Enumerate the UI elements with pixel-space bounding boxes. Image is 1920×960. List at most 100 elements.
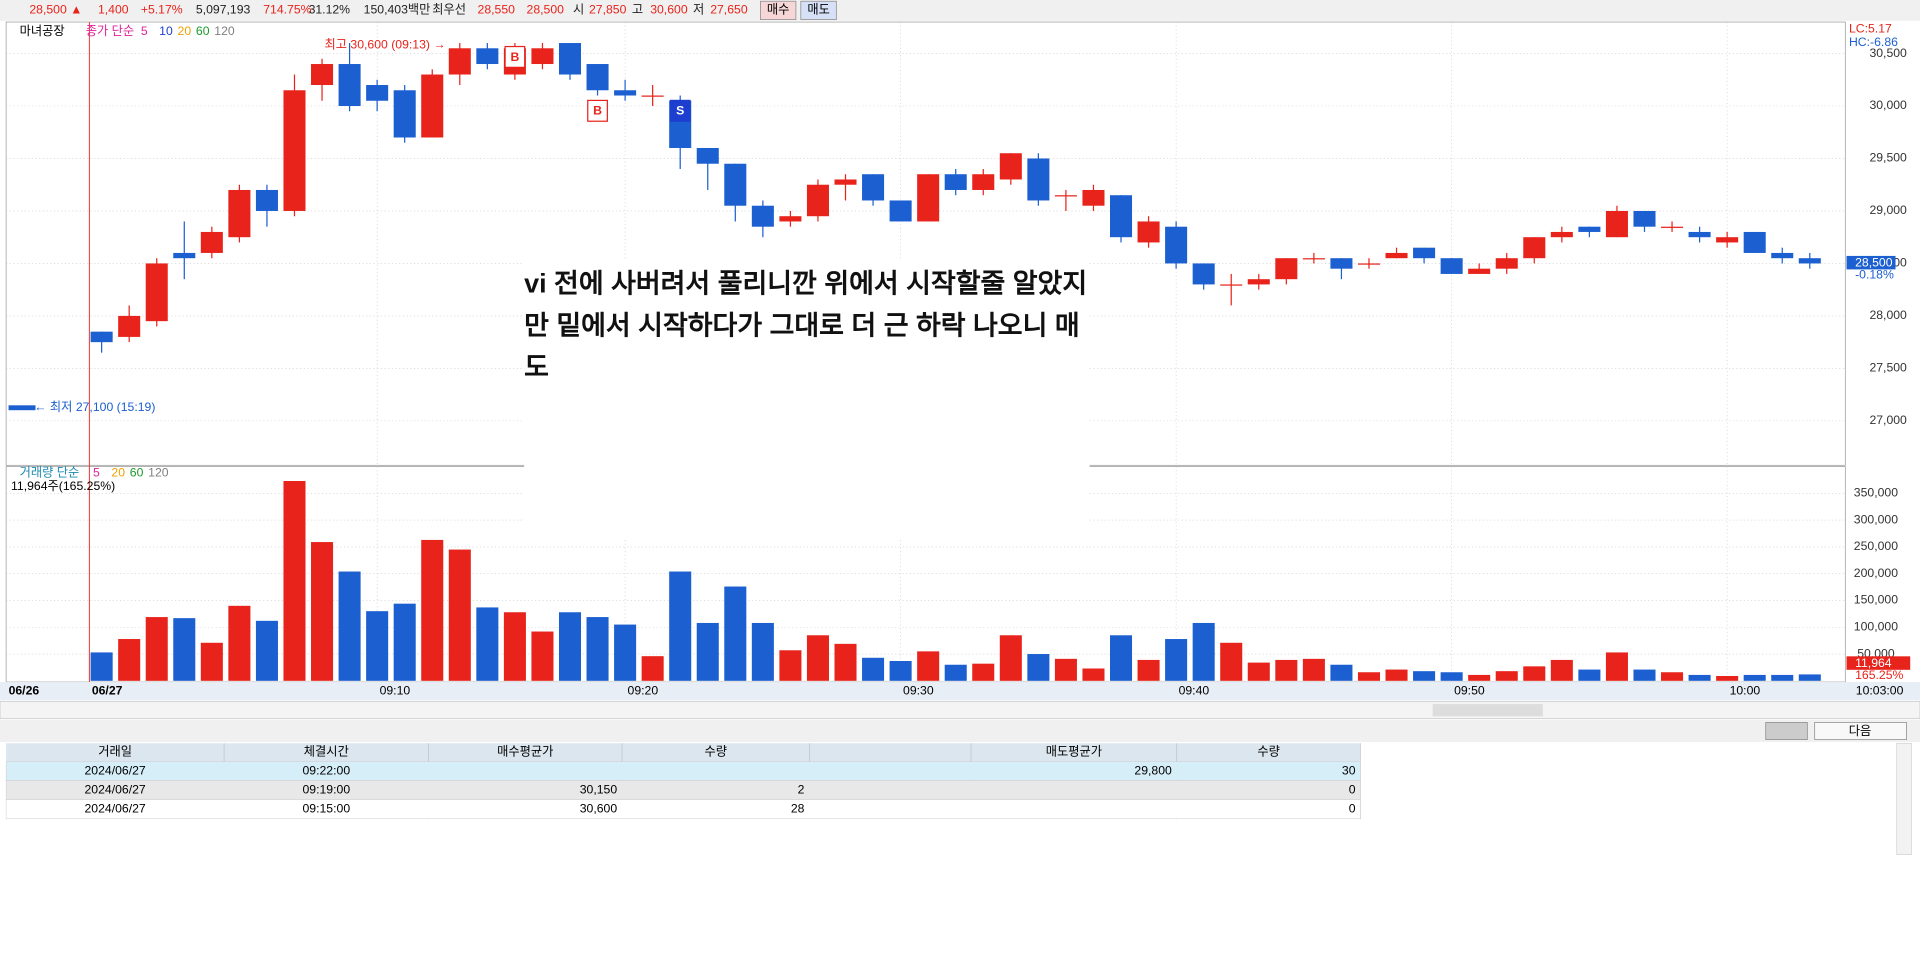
volume-bar [751,622,774,681]
sell-button[interactable] [800,0,837,20]
volume-bar [972,663,995,681]
candle-body [1330,258,1353,269]
table-cell: 2024/06/27 [84,764,145,778]
next-button[interactable] [1814,722,1907,740]
candle-body [421,74,444,138]
table-header: 체결시간 [304,745,349,759]
y-tick-label: 29,500 [1869,151,1907,165]
scrollbar[interactable] [0,701,1920,720]
x-tick-label: 10:00 [1730,683,1761,697]
volume-bar [1578,669,1601,681]
buy-button[interactable] [760,0,797,20]
table-cell: 09:19:00 [303,783,351,797]
ma-period: 60 [196,24,210,38]
volume-bar [476,607,499,681]
candle-body [1385,252,1408,259]
day-label: 06/26 [9,683,40,697]
settings-button[interactable] [1765,722,1808,740]
volume-bar [779,650,802,681]
candle-body [1220,284,1243,286]
volume-bar [1413,671,1436,681]
candle-body [393,90,416,138]
trade-marker [587,99,608,122]
last-price: 28,500 [1855,255,1893,269]
volume-bar [145,617,168,681]
y-tick-label: 27,500 [1869,361,1907,375]
y-tick-label: 29,000 [1869,203,1907,217]
candle-body [779,216,802,222]
table-cell: 2024/06/27 [84,783,145,797]
candle-body [145,263,168,322]
volume-bar [558,612,582,681]
x-tick-label: 09:10 [380,683,411,697]
volume-bar [1192,622,1215,681]
volume-bar [311,542,334,681]
table-toolbar [0,720,1920,743]
candle-body [118,315,141,337]
candle-body [1137,221,1160,243]
volume-bar [1165,639,1188,681]
candle-body [1275,258,1298,280]
last-volume: 11,964 [1855,656,1892,670]
x-tick-label: 09:50 [1454,683,1485,697]
volume-bar [917,651,940,681]
volume-bar [1220,642,1243,681]
trade-marker [504,45,526,68]
lc-label: LC:5.17 [1849,22,1892,36]
header-open: 27,850 [589,3,627,17]
ma-period: 20 [111,465,125,479]
table-cell: 30,150 [580,783,618,797]
header-low-label: 저 [693,3,704,17]
scroll-thumb[interactable] [1432,704,1543,717]
volume-bar [366,611,389,681]
buy-button-label[interactable]: 매수 [767,3,790,17]
volume-bar [834,643,857,681]
candle-body [917,174,940,222]
next-button-label[interactable]: 다음 [1849,724,1872,738]
table-scrollbar[interactable] [1896,742,1912,855]
y-tick-label: 100,000 [1854,619,1898,633]
candle-body [1743,231,1766,253]
sell-button-label[interactable]: 매도 [807,3,830,17]
volume-bar [1137,659,1160,681]
table-cell: 09:15:00 [303,802,351,816]
price-indicator-label: 종가 단순 [86,24,134,38]
volume-bar [503,612,526,681]
candle-body [641,95,664,97]
candle-body [366,85,389,101]
header-open-label: 시 [573,3,584,17]
volume-bar [531,631,554,681]
volume-bar [1357,672,1380,681]
candle-body [283,90,306,211]
candle-body [448,48,471,75]
table-header: 수량 [1257,745,1280,759]
volume-bar [90,652,113,681]
ma-period: 120 [148,465,169,479]
volume-bar [448,549,471,681]
volume-bar [173,618,196,681]
header-best-label: 최우선 [432,3,466,17]
volume-bar [1468,674,1491,681]
y-tick-label: 30,000 [1869,98,1907,112]
volume-bar [1798,674,1821,681]
candle-body [1110,195,1133,238]
volume-bar [641,656,664,681]
day-label: 06/27 [92,683,123,697]
candle-body [1054,195,1077,197]
candle-body [1440,258,1463,274]
table-cell: 30,600 [580,802,618,816]
volume-bar [1082,668,1105,681]
volume-bar [338,571,361,681]
volume-bar [1027,654,1050,681]
candle-body [1633,210,1656,227]
candle-body [531,48,554,65]
volume-bar [118,639,141,681]
candle-body [1798,258,1821,264]
y-tick-label: 300,000 [1854,512,1898,526]
candle-body [200,231,223,253]
volume-bar [614,624,637,681]
note-text: vi 전에 사버려서 풀리니깐 위에서 시작할줄 알았지만 밑에서 시작하다가 … [524,260,1090,539]
candle-body [311,64,334,86]
volume-bar [1550,659,1573,681]
candle-body [228,189,251,238]
